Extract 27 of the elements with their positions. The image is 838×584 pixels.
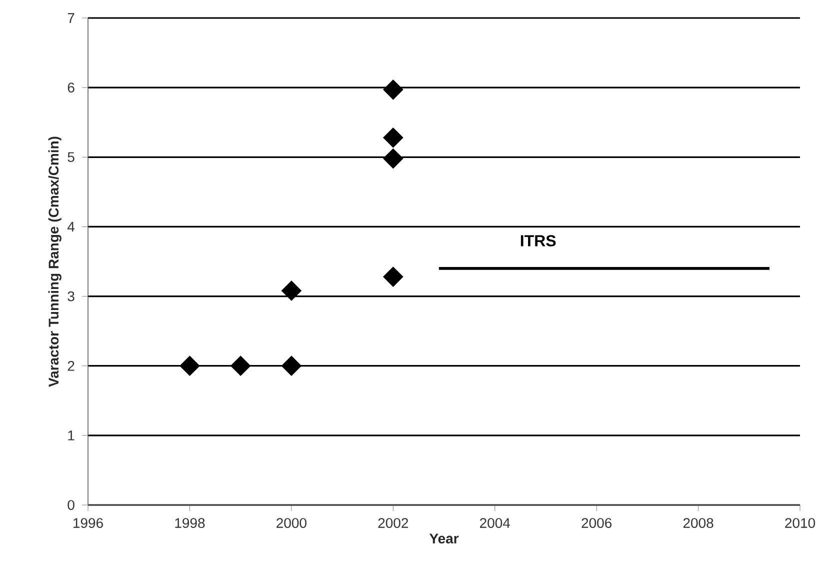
y-tick-label: 1 (68, 430, 74, 440)
y-tick-label: 5 (68, 152, 74, 162)
y-axis-title: Varactor Tunning Range (Cmax/Cmin) (48, 136, 62, 387)
point (281, 280, 302, 301)
x-axis-title: Year (429, 534, 459, 544)
x-tick-label: 2002 (378, 518, 408, 528)
x-tick-label: 1996 (74, 518, 103, 528)
x-tick-label: 2000 (276, 518, 306, 528)
y-tick-label: 4 (67, 222, 75, 232)
point (180, 356, 200, 376)
point (281, 356, 302, 376)
y-tick-label: 0 (68, 500, 74, 510)
series-label: ITRS (520, 235, 556, 246)
x-tick-label: 2010 (785, 518, 816, 528)
point (383, 128, 404, 148)
x-tick-label: 2008 (683, 518, 714, 528)
y-tick-label: 7 (68, 13, 74, 23)
point (383, 80, 404, 100)
x-tick-label: 1998 (175, 518, 205, 528)
y-tick-label: 6 (68, 82, 74, 93)
point (230, 356, 251, 376)
x-tick-label: 2006 (582, 518, 612, 528)
y-tick-label: 3 (68, 291, 74, 302)
x-tick-label: 2004 (480, 518, 510, 528)
point (383, 266, 404, 287)
y-tick-label: 2 (68, 360, 74, 371)
point (383, 148, 404, 169)
